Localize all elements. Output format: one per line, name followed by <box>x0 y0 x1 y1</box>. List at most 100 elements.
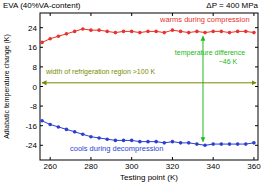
point <box>154 140 158 144</box>
y-tick-label: 24 <box>28 24 37 33</box>
x-tick <box>131 157 132 160</box>
y-tick-label: 8 <box>33 63 38 72</box>
x-tick <box>172 157 173 160</box>
point <box>105 137 109 141</box>
point <box>48 37 52 41</box>
y-tick <box>40 106 43 107</box>
y-tick-label: 0 <box>33 83 38 92</box>
y-tick-label: -16 <box>25 122 37 131</box>
series-label: cools during decompression <box>70 144 163 153</box>
series-group <box>40 27 255 147</box>
point <box>97 136 101 140</box>
x-tick <box>50 13 51 16</box>
x-tick <box>213 157 214 160</box>
point <box>114 139 118 143</box>
point <box>146 140 150 144</box>
point <box>171 28 175 32</box>
x-tick-label: 300 <box>125 162 139 171</box>
point <box>122 139 126 143</box>
y-tick <box>40 86 43 87</box>
point <box>130 30 134 34</box>
point <box>81 27 85 31</box>
x-tick-label: 320 <box>166 162 180 171</box>
x-tick-label: 340 <box>206 162 220 171</box>
point <box>57 125 61 129</box>
point <box>122 30 126 34</box>
point <box>40 41 44 45</box>
point <box>162 31 166 35</box>
y-tick <box>40 66 43 67</box>
point <box>154 30 158 34</box>
point <box>105 30 109 34</box>
point <box>252 141 256 145</box>
point <box>81 132 85 136</box>
annotation: temperature difference <box>175 49 245 57</box>
point <box>203 31 207 35</box>
point <box>73 130 77 134</box>
y-tick <box>40 47 43 48</box>
point <box>187 141 191 145</box>
x-tick-label: 360 <box>247 162 261 171</box>
series-label: warms during compression <box>159 15 250 24</box>
y-tick <box>255 106 258 107</box>
y-tick <box>255 125 258 126</box>
point <box>138 140 142 144</box>
series-line <box>42 121 254 146</box>
point <box>244 30 248 34</box>
point <box>211 142 215 146</box>
x-tick <box>131 13 132 16</box>
y-tick <box>255 66 258 67</box>
y-tick <box>255 47 258 48</box>
y-tick <box>40 27 43 28</box>
point <box>187 31 191 35</box>
point <box>220 30 224 34</box>
y-tick <box>40 125 43 126</box>
plot-frame <box>40 13 258 160</box>
point <box>97 28 101 32</box>
y-tick <box>40 145 43 146</box>
subtitle: ΔP = 400 MPa <box>206 1 258 10</box>
point <box>48 123 52 127</box>
point <box>236 142 240 146</box>
point <box>65 32 69 36</box>
annotation: width of refrigeration region >100 K <box>45 68 155 76</box>
series-line <box>42 29 254 42</box>
y-tick-label: -24 <box>25 141 37 150</box>
title: EVA (40%VA-content) <box>3 1 81 10</box>
point <box>65 128 69 132</box>
point <box>89 135 93 139</box>
y-tick-label: -8 <box>30 102 38 111</box>
point <box>171 140 175 144</box>
point <box>252 31 256 35</box>
point <box>228 142 232 146</box>
point <box>40 119 44 123</box>
y-tick-label: 16 <box>28 43 37 52</box>
width-arrow <box>42 82 256 83</box>
y-tick <box>255 145 258 146</box>
point <box>73 30 77 34</box>
y-axis-label: Adiabatic temperature change (K) <box>3 34 11 139</box>
x-tick-label: 280 <box>84 162 98 171</box>
x-tick-label: 260 <box>44 162 58 171</box>
point <box>236 30 240 34</box>
point <box>138 31 142 35</box>
point <box>89 28 93 32</box>
annotation: ~46 K <box>219 58 238 65</box>
x-tick <box>90 157 91 160</box>
y-tick <box>255 27 258 28</box>
x-tick <box>50 157 51 160</box>
point <box>244 142 248 146</box>
point <box>130 139 134 143</box>
x-tick <box>253 13 254 16</box>
point <box>195 30 199 34</box>
point <box>179 141 183 145</box>
y-tick <box>255 86 258 87</box>
chart: 260 280 300 320 340 360 -24 -16 -8 0 8 16 24 Testing … <box>0 0 263 189</box>
point <box>179 30 183 34</box>
x-tick <box>253 157 254 160</box>
point <box>203 144 207 148</box>
point <box>195 142 199 146</box>
point <box>220 142 224 146</box>
x-tick <box>90 13 91 16</box>
x-axis-label: Testing point (K) <box>120 173 178 182</box>
